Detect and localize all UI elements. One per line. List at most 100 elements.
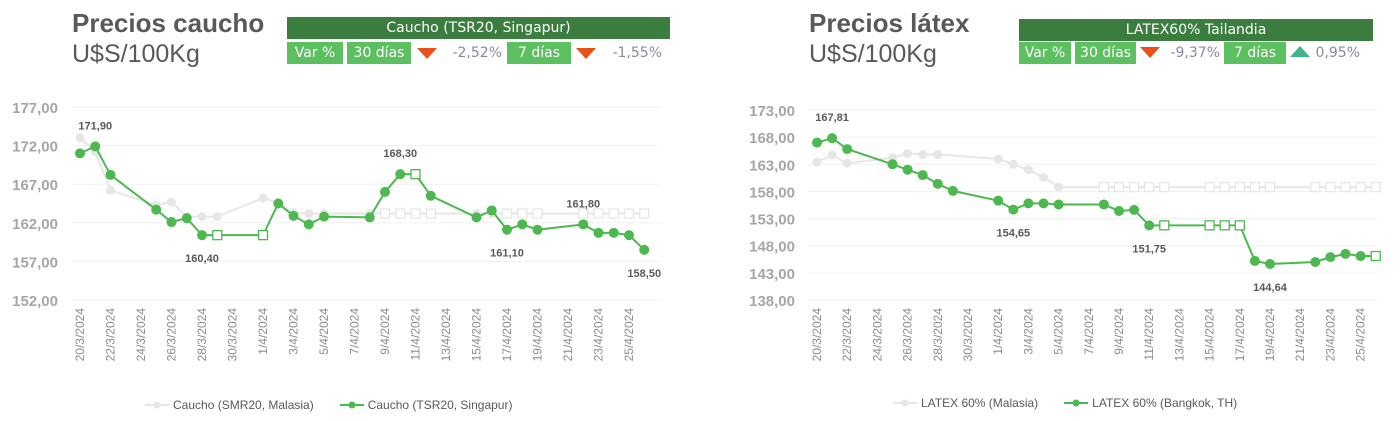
x-tick-label: 22/3/2024 [104,308,118,362]
chart-legend: Caucho (SMR20, Malasia) Caucho (TSR20, S… [145,398,512,412]
y-tick-label: 167,00 [12,177,58,194]
data-point [197,230,207,241]
page-title: Precios caucho [72,8,265,38]
x-tick-label: 22/3/2024 [840,308,854,362]
legend-item: Caucho (TSR20, Singapur) [339,398,512,412]
data-point-estimated [1128,181,1140,193]
x-tick-label: 17/4/2024 [500,308,514,362]
series-header: Caucho (TSR20, Singapur) [287,17,670,39]
data-point [517,219,528,230]
x-tick-label: 11/4/2024 [409,308,423,361]
y-tick-label: 158,00 [749,184,795,201]
period-30-label: 30 días [1075,42,1136,64]
data-point [486,205,497,216]
data-point [1023,198,1034,209]
y-tick-label: 157,00 [12,254,58,271]
data-point-estimated [1113,181,1125,193]
data-label: 161,80 [566,198,600,210]
chart-1: 138,00 143,00 148,00 153,00 158,00 163,00 168,… [749,103,1381,362]
data-point [1098,199,1109,210]
data-point [532,224,543,235]
y-tick-label: 143,00 [749,266,795,283]
x-tick-label: 21/4/2024 [561,308,575,362]
data-point-estimated [1325,181,1336,193]
data-point [902,164,913,175]
trend-up-icon [1290,46,1310,57]
x-tick-label: 11/4/2024 [1142,308,1156,361]
x-tick-label: 19/4/2024 [1263,308,1277,362]
data-point [304,209,314,219]
y-tick-label: 153,00 [749,212,795,229]
data-point [75,133,85,143]
x-tick-label: 1/4/2024 [256,308,270,355]
x-tick-label: 24/3/2024 [870,308,884,362]
y-tick-label: 168,00 [749,130,795,147]
data-point [1265,258,1275,269]
y-tick-label: 173,00 [749,103,795,120]
data-point-estimated [608,208,619,219]
period-7-label: 7 días [1224,42,1286,64]
data-point [167,197,176,207]
x-tick-label: 20/3/2024 [810,308,824,362]
unit-label: U$S/100Kg [72,40,200,68]
data-point [1310,257,1321,267]
data-point [608,227,619,238]
data-label: 160,40 [185,253,219,265]
y-tick-label: 148,00 [749,239,795,256]
data-point [181,213,192,224]
x-tick-label: 26/3/2024 [901,308,915,362]
data-point [1023,165,1033,175]
data-point [273,198,284,209]
data-label: 151,75 [1132,243,1166,255]
data-point [593,227,604,238]
x-tick-label: 28/3/2024 [931,308,945,362]
x-tick-label: 20/3/2024 [73,308,87,362]
data-point [812,137,822,148]
data-point [471,212,482,223]
data-point [395,169,406,180]
data-point [917,170,928,181]
data-label: 154,65 [996,228,1030,240]
var-label: Var % [1019,42,1071,64]
chart-legend: LATEX 60% (Malasia) LATEX 60% (Bangkok, … [893,396,1237,410]
data-point-estimated [1370,250,1381,262]
x-tick-label: 17/4/2024 [1233,308,1247,362]
data-point-estimated [1098,181,1110,193]
data-point-estimated [1310,181,1321,193]
data-point [380,186,390,197]
data-point [993,154,1003,164]
data-point [258,193,268,203]
x-tick-label: 28/3/2024 [195,308,209,362]
data-point [105,169,116,180]
data-point [212,212,222,222]
data-point-estimated [1234,220,1245,231]
data-point-estimated [1159,181,1170,193]
data-point [932,178,943,189]
x-tick-label: 5/4/2024 [317,308,331,355]
data-point-estimated [1144,181,1155,193]
data-point [827,133,838,144]
legend-item: LATEX 60% (Bangkok, TH) [1064,396,1237,410]
data-label: 167,81 [815,112,849,124]
x-tick-label: 13/4/2024 [439,308,453,362]
data-point-estimated [1234,181,1245,193]
data-point [303,219,314,230]
x-tick-label: 9/4/2024 [1112,308,1126,355]
data-point-estimated [1264,181,1276,193]
data-point-estimated [257,230,269,241]
x-tick-label: 26/3/2024 [165,308,179,362]
data-point-estimated [1159,220,1170,231]
data-point [827,150,837,160]
data-point [1008,204,1019,215]
trend-down-icon [576,48,596,59]
data-point [1053,199,1064,210]
data-point-estimated [517,208,528,219]
data-point-estimated [578,208,589,219]
data-point [933,150,943,160]
data-point [1144,220,1155,231]
data-point [624,230,634,241]
data-label: 168,30 [383,148,417,160]
data-point-estimated [1219,220,1230,231]
data-point-estimated [212,230,223,241]
data-point-estimated [1355,181,1366,193]
